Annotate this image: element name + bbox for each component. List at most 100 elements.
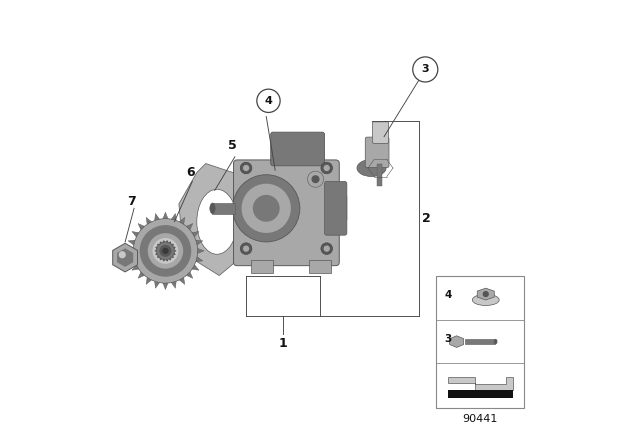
Polygon shape (157, 255, 159, 258)
Polygon shape (117, 248, 133, 267)
Circle shape (253, 195, 280, 222)
Polygon shape (179, 217, 185, 224)
Polygon shape (163, 259, 166, 262)
Ellipse shape (472, 294, 499, 306)
Text: 1: 1 (278, 337, 287, 350)
Polygon shape (172, 255, 174, 258)
Polygon shape (168, 241, 172, 244)
Circle shape (233, 175, 300, 242)
Polygon shape (159, 258, 163, 260)
Polygon shape (165, 259, 168, 262)
Polygon shape (168, 258, 172, 260)
Polygon shape (196, 257, 203, 262)
Polygon shape (172, 214, 176, 220)
Polygon shape (173, 246, 176, 250)
Polygon shape (165, 240, 168, 242)
Bar (377, 164, 382, 186)
Polygon shape (138, 272, 145, 278)
Circle shape (162, 248, 169, 254)
Polygon shape (186, 272, 193, 278)
Circle shape (159, 245, 172, 257)
Circle shape (307, 171, 324, 187)
Polygon shape (155, 214, 159, 220)
Polygon shape (155, 246, 157, 250)
Polygon shape (179, 277, 185, 284)
Text: 4: 4 (264, 96, 273, 106)
Circle shape (321, 243, 333, 254)
Circle shape (148, 233, 183, 269)
Polygon shape (113, 243, 138, 272)
Polygon shape (173, 252, 176, 255)
Bar (251, 260, 273, 273)
Circle shape (312, 175, 319, 183)
Polygon shape (159, 241, 163, 244)
Circle shape (152, 238, 179, 264)
Polygon shape (179, 164, 255, 276)
FancyBboxPatch shape (324, 181, 347, 235)
Polygon shape (155, 281, 159, 288)
Polygon shape (477, 288, 494, 300)
Polygon shape (132, 232, 139, 237)
Circle shape (243, 165, 249, 171)
FancyBboxPatch shape (234, 160, 339, 266)
Ellipse shape (357, 159, 386, 177)
Polygon shape (172, 244, 174, 246)
Polygon shape (138, 224, 145, 230)
Polygon shape (172, 281, 176, 288)
Bar (309, 260, 332, 273)
Polygon shape (192, 265, 199, 270)
Polygon shape (154, 249, 157, 253)
Circle shape (140, 225, 191, 277)
Polygon shape (146, 217, 152, 224)
FancyBboxPatch shape (372, 122, 388, 143)
Ellipse shape (157, 242, 174, 260)
Circle shape (180, 230, 191, 241)
Circle shape (324, 246, 330, 252)
Polygon shape (128, 257, 135, 262)
Polygon shape (128, 240, 135, 245)
Polygon shape (450, 336, 463, 348)
Polygon shape (163, 240, 166, 242)
Circle shape (133, 219, 198, 283)
Polygon shape (132, 265, 139, 270)
Text: 3: 3 (422, 65, 429, 74)
Circle shape (242, 184, 291, 233)
Polygon shape (198, 248, 204, 254)
Polygon shape (186, 224, 193, 230)
Circle shape (483, 291, 489, 297)
Polygon shape (157, 244, 159, 246)
Bar (465, 339, 495, 345)
Text: 7: 7 (127, 195, 136, 208)
Bar (448, 390, 513, 398)
Text: 3: 3 (445, 334, 452, 345)
Text: 4: 4 (445, 290, 452, 301)
Polygon shape (196, 240, 203, 245)
FancyBboxPatch shape (271, 132, 324, 166)
Polygon shape (155, 252, 157, 255)
Polygon shape (146, 277, 152, 284)
Circle shape (321, 162, 333, 174)
Bar (436, 276, 524, 408)
FancyBboxPatch shape (334, 196, 347, 221)
Circle shape (118, 251, 126, 258)
Circle shape (239, 183, 249, 194)
Circle shape (243, 246, 249, 252)
Bar (212, 203, 235, 214)
Polygon shape (448, 378, 513, 390)
Ellipse shape (197, 189, 237, 254)
Text: 90441: 90441 (463, 414, 498, 424)
Ellipse shape (494, 339, 497, 345)
Ellipse shape (210, 203, 215, 214)
Text: 5: 5 (228, 139, 237, 152)
Polygon shape (163, 283, 168, 289)
Polygon shape (163, 212, 168, 219)
Circle shape (241, 250, 252, 261)
Circle shape (240, 162, 252, 174)
Text: 6: 6 (186, 166, 195, 179)
Circle shape (324, 165, 330, 171)
Circle shape (240, 243, 252, 254)
Polygon shape (127, 248, 133, 254)
Text: 2: 2 (422, 212, 431, 225)
Polygon shape (192, 232, 199, 237)
Polygon shape (174, 249, 177, 253)
